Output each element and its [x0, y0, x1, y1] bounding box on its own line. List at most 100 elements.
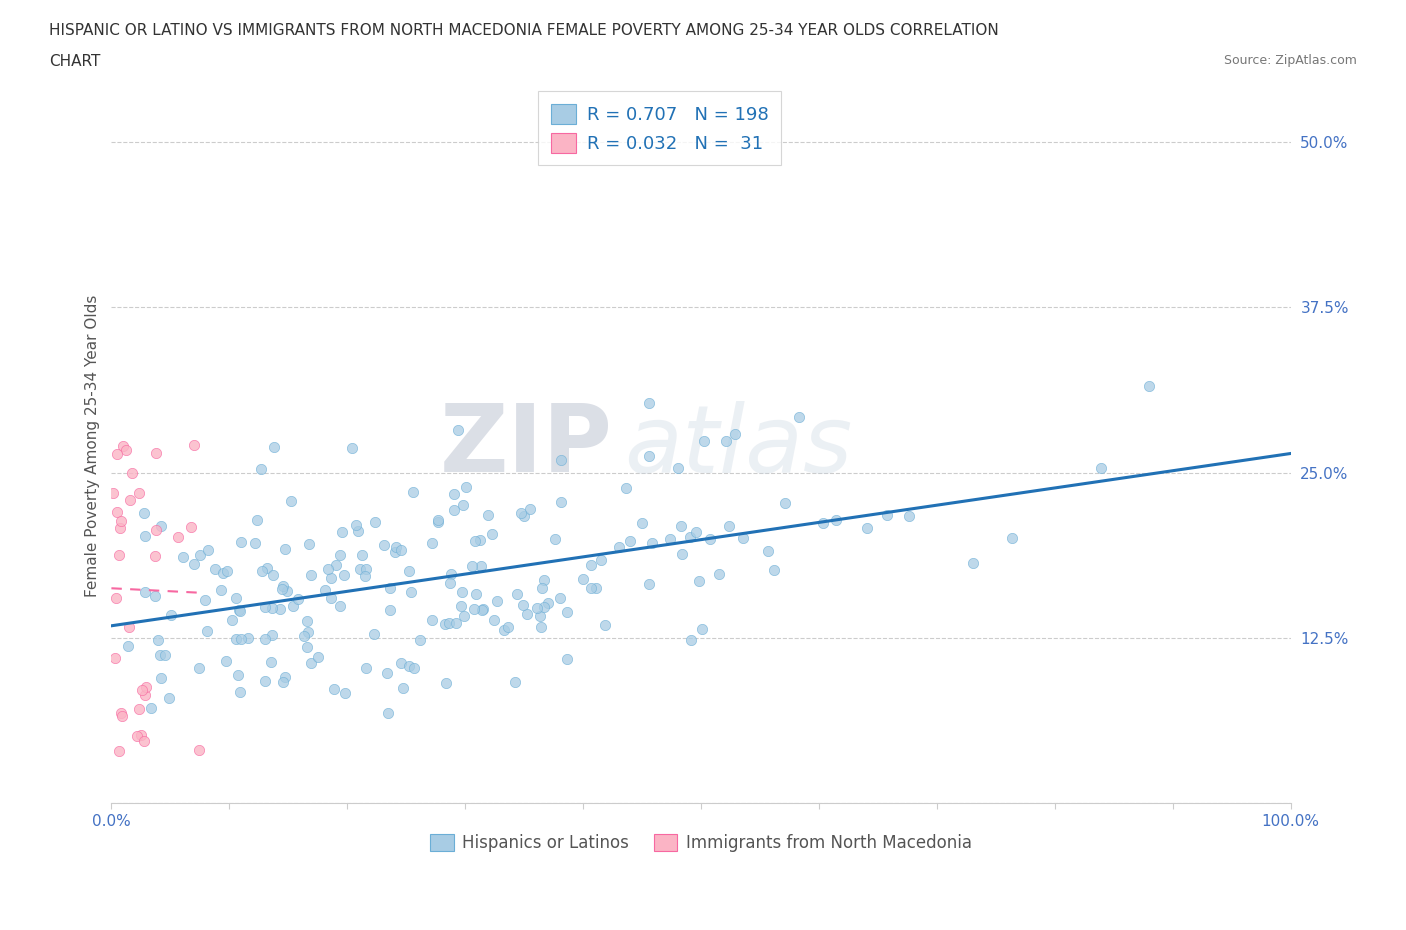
Point: [461, 559, 484, 574]
Point: [225, 632, 247, 647]
Point: [280, 493, 302, 508]
Point: [897, 509, 920, 524]
Point: [134, 585, 156, 600]
Point: [666, 460, 689, 475]
Point: [471, 603, 494, 618]
Point: [271, 581, 294, 596]
Point: [763, 563, 786, 578]
Point: [228, 603, 250, 618]
Point: [145, 523, 167, 538]
Point: [485, 594, 508, 609]
Point: [693, 434, 716, 449]
Point: [533, 600, 555, 615]
Point: [250, 563, 273, 578]
Point: [254, 631, 277, 646]
Point: [183, 438, 205, 453]
Point: [262, 601, 284, 616]
Point: [399, 584, 422, 599]
Point: [298, 537, 321, 551]
Point: [260, 655, 283, 670]
Point: [333, 686, 356, 701]
Point: [519, 502, 541, 517]
Point: [533, 573, 555, 588]
Point: [447, 422, 470, 437]
Point: [330, 525, 353, 539]
Point: [530, 620, 553, 635]
Point: [127, 728, 149, 743]
Point: [221, 612, 243, 627]
Point: [316, 562, 339, 577]
Point: [246, 512, 269, 527]
Text: Source: ZipAtlas.com: Source: ZipAtlas.com: [1223, 54, 1357, 67]
Point: [426, 512, 449, 527]
Point: [614, 480, 637, 495]
Point: [105, 505, 128, 520]
Legend: Hispanics or Latinos, Immigrants from North Macedonia: Hispanics or Latinos, Immigrants from No…: [423, 828, 979, 859]
Point: [688, 574, 710, 589]
Point: [1001, 530, 1024, 545]
Point: [398, 658, 420, 673]
Point: [550, 453, 572, 468]
Point: [468, 533, 491, 548]
Point: [572, 571, 595, 586]
Point: [773, 495, 796, 510]
Point: [314, 582, 336, 597]
Point: [143, 549, 166, 564]
Point: [155, 647, 177, 662]
Point: [585, 580, 607, 595]
Point: [134, 687, 156, 702]
Point: [555, 604, 578, 619]
Point: [402, 660, 425, 675]
Point: [145, 445, 167, 460]
Point: [581, 580, 603, 595]
Point: [183, 557, 205, 572]
Point: [194, 592, 217, 607]
Point: [228, 604, 250, 618]
Point: [128, 485, 150, 500]
Point: [108, 521, 131, 536]
Point: [439, 576, 461, 591]
Point: [481, 526, 503, 541]
Y-axis label: Female Poverty Among 25-34 Year Olds: Female Poverty Among 25-34 Year Olds: [86, 295, 100, 597]
Point: [679, 529, 702, 544]
Point: [482, 613, 505, 628]
Point: [378, 603, 401, 618]
Point: [453, 609, 475, 624]
Point: [195, 623, 218, 638]
Point: [876, 507, 898, 522]
Point: [160, 607, 183, 622]
Point: [107, 548, 129, 563]
Point: [787, 409, 810, 424]
Point: [619, 534, 641, 549]
Point: [269, 602, 291, 617]
Point: [451, 498, 474, 512]
Point: [436, 676, 458, 691]
Point: [215, 654, 238, 669]
Point: [273, 578, 295, 593]
Point: [811, 515, 834, 530]
Point: [236, 631, 259, 645]
Point: [212, 565, 235, 580]
Point: [450, 598, 472, 613]
Point: [638, 577, 661, 591]
Point: [292, 629, 315, 644]
Point: [260, 627, 283, 642]
Point: [281, 598, 304, 613]
Point: [756, 544, 779, 559]
Point: [364, 514, 387, 529]
Point: [143, 589, 166, 604]
Point: [329, 548, 352, 563]
Point: [229, 535, 252, 550]
Point: [709, 566, 731, 581]
Point: [350, 548, 373, 563]
Point: [204, 562, 226, 577]
Point: [347, 523, 370, 538]
Point: [197, 543, 219, 558]
Point: [121, 465, 143, 480]
Point: [471, 602, 494, 617]
Point: [716, 433, 738, 448]
Point: [319, 571, 342, 586]
Point: [1137, 379, 1160, 393]
Point: [101, 485, 124, 500]
Point: [512, 597, 534, 612]
